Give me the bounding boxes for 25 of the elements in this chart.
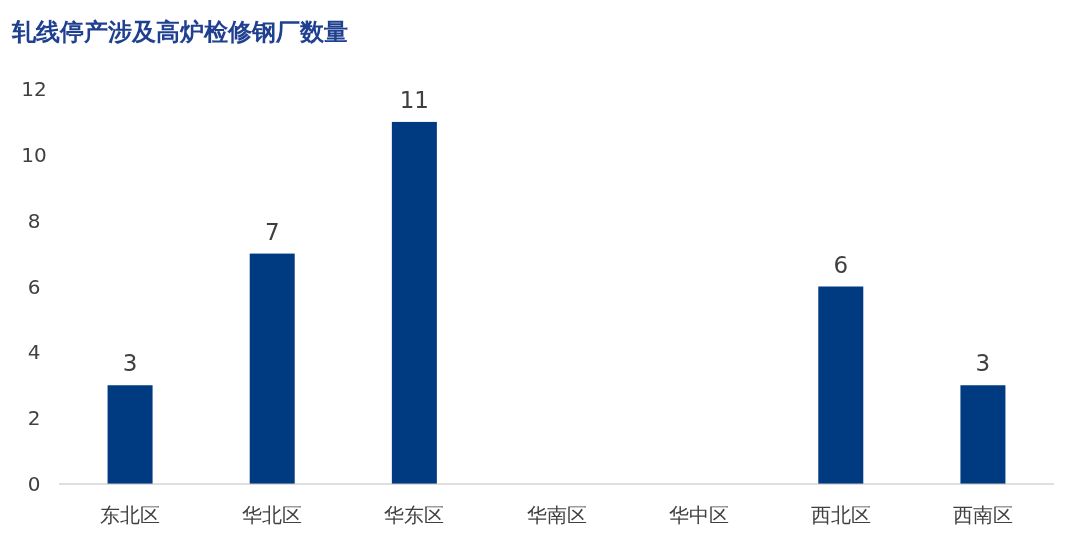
bar <box>391 121 437 484</box>
x-tick-label: 西北区 <box>810 503 871 527</box>
x-tick-label: 东北区 <box>100 503 161 527</box>
x-tick-label: 华中区 <box>668 503 729 527</box>
x-tick-label: 华东区 <box>384 503 445 527</box>
x-tick-label: 华南区 <box>526 503 587 527</box>
data-label: 11 <box>399 86 429 113</box>
y-tick-label: 6 <box>27 274 41 299</box>
chart-title: 轧线停产涉及高炉检修钢厂数量 <box>11 18 348 46</box>
y-tick-label: 4 <box>27 340 41 365</box>
bar <box>249 253 295 484</box>
y-tick-label: 8 <box>27 208 41 233</box>
y-tick-label: 10 <box>21 142 47 167</box>
data-label: 3 <box>975 350 991 377</box>
bar <box>107 385 153 484</box>
y-tick-label: 2 <box>27 406 41 431</box>
data-label: 6 <box>833 251 849 278</box>
bar <box>818 286 864 484</box>
data-label: 3 <box>122 350 138 377</box>
x-tick-label: 华北区 <box>242 503 303 527</box>
x-tick-label: 西南区 <box>952 503 1013 527</box>
y-tick-label: 12 <box>21 77 47 101</box>
y-tick-label: 0 <box>27 472 41 496</box>
bar <box>960 385 1006 484</box>
data-label: 7 <box>264 218 280 245</box>
